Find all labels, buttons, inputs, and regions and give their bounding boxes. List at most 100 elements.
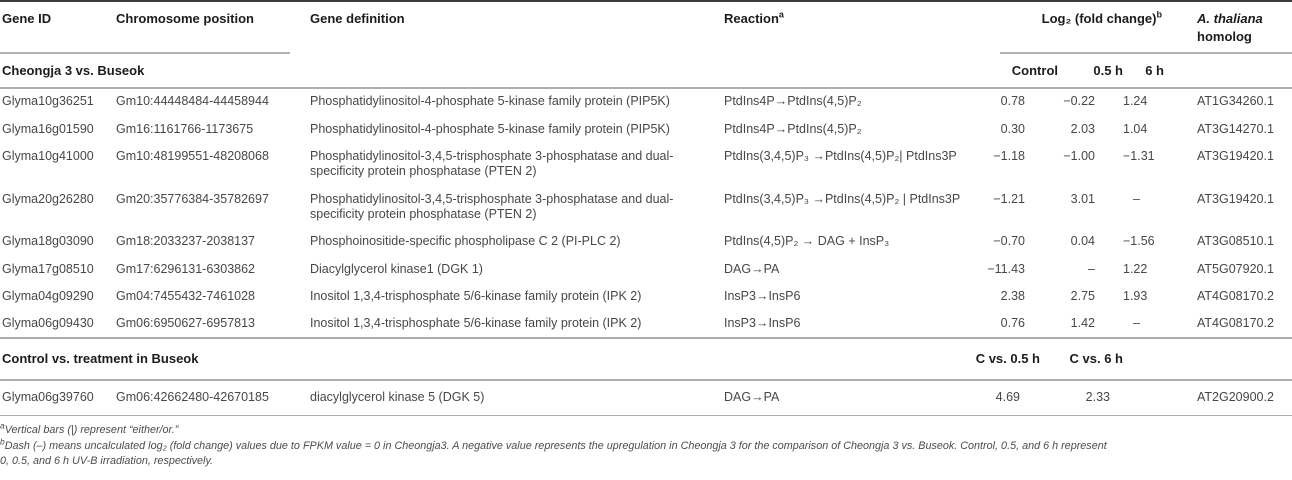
subcol-05h: 0.5 h [1093,62,1123,78]
cell-05h: – [1088,261,1095,276]
cell-definition: Inositol 1,3,4-trisphosphate 5/6-kinase … [310,315,642,330]
cell-chromosome: Gm16:1161766-1173675 [116,121,254,136]
cell-control: −11.43 [987,261,1025,276]
section2-title: Control vs. treatment in Buseok [2,351,199,367]
subcol-c-vs-05h: C vs. 0.5 h [975,351,1040,367]
cell-chromosome: Gm17:6296131-6303862 [116,261,256,276]
footnote-b-marker: b [0,435,5,446]
cell-chromosome: Gm10:48199551-48208068 [116,148,269,163]
cell-homolog: AT3G19420.1 [1197,191,1274,206]
cell-6h: – [1133,315,1140,330]
cell-chromosome: Gm04:7455432-7461028 [116,288,256,303]
col-header-reaction: Reactiona [724,9,784,26]
cell-reaction: DAG→PA [724,389,780,404]
cell-05h: −1.00 [1063,148,1095,163]
table-row: Glyma10g41000 Gm10:48199551-48208068 Pho… [0,143,1292,186]
cell-definition: Inositol 1,3,4-trisphosphate 5/6-kinase … [310,288,642,303]
footnote-a-marker: a [0,420,5,431]
cell-gene-id: Glyma17g08510 [2,261,94,276]
cell-homolog: AT2G20900.2 [1197,389,1274,404]
section1-header-row: Cheongja 3 vs. Buseok Control 0.5 h 6 h [0,54,1292,88]
cell-control: 2.38 [1000,288,1025,303]
footnotes: aVertical bars (|) represent “either/or.… [0,420,1292,469]
homolog-word: homolog [1197,29,1252,44]
reaction-footnote-marker: a [778,9,784,20]
cell-chromosome: Gm18:2033237-2038137 [116,234,256,249]
cell-gene-id: Glyma20g26280 [2,191,94,206]
cell-control: 0.78 [1000,94,1025,109]
table-header-row: Gene ID Chromosome position Gene definit… [0,2,1292,52]
cell-chromosome: Gm06:6950627-6957813 [116,315,256,330]
table-row: Glyma06g39760 Gm06:42662480-42670185 dia… [0,381,1292,415]
cell-control: 0.30 [1000,121,1025,136]
cell-gene-id: Glyma06g09430 [2,315,94,330]
cell-reaction: PtdIns(4,5)P₂ → DAG + InsP₃ [724,234,890,249]
cell-05h: 1.42 [1070,315,1095,330]
cell-homolog: AT3G14270.1 [1197,121,1274,136]
header-partial-rules [0,52,1292,54]
cell-control: −0.70 [993,234,1025,249]
header-partial-rule-right [1000,52,1292,54]
cell-6h: −1.56 [1123,234,1155,249]
cell-gene-id: Glyma10g41000 [2,148,94,163]
cell-definition: Diacylglycerol kinase1 (DGK 1) [310,261,483,276]
table-row: Glyma10g36251 Gm10:44448484-44458944 Pho… [0,89,1292,116]
cell-definition: diacylglycerol kinase 5 (DGK 5) [310,389,485,404]
cell-6h: 1.22 [1123,261,1148,276]
section2-header-rule [0,378,1292,381]
cell-05h: 2.75 [1070,288,1095,303]
footnote-a: aVertical bars (|) represent “either/or.… [0,420,179,437]
section-divider-rule [0,337,1292,339]
cell-homolog: AT5G07920.1 [1197,261,1274,276]
col-header-homolog: A. thaliana homolog [1166,10,1292,46]
section1-title: Cheongja 3 vs. Buseok [2,62,145,78]
cell-reaction: PtdIns(3,4,5)P₃ →PtdIns(4,5)P₂| PtdIns3P [724,148,957,163]
header-partial-rule-left [0,52,290,54]
cell-reaction: PtdIns4P→PtdIns(4,5)P₂ [724,94,862,109]
subcol-c-vs-6h: C vs. 6 h [1069,351,1123,367]
homolog-species: A. thaliana [1197,11,1263,26]
table-top-rule [0,0,1292,2]
cell-reaction: InsP3→InsP6 [724,288,801,303]
cell-homolog: AT3G19420.1 [1197,148,1274,163]
log2-footnote-marker: b [1156,9,1163,20]
cell-control: −1.21 [993,191,1025,206]
cell-6h: – [1133,191,1140,206]
cell-definition: Phosphatidylinositol-3,4,5-trisphosphate… [310,191,674,222]
cell-homolog: AT3G08510.1 [1197,234,1274,249]
col-header-gene-definition: Gene definition [310,11,405,26]
cell-gene-id: Glyma06g39760 [2,389,94,404]
section2-header-row: Control vs. treatment in Buseok C vs. 0.… [0,339,1292,379]
table-row: Glyma16g01590 Gm16:1161766-1173675 Phosp… [0,116,1292,143]
col-header-gene-id: Gene ID [2,11,52,26]
table-row: Glyma18g03090 Gm18:2033237-2038137 Phosp… [0,229,1292,256]
cell-6h: 1.93 [1123,288,1148,303]
cell-c-vs-05h: 4.69 [995,389,1020,404]
cell-homolog: AT4G08170.2 [1197,288,1274,303]
cell-05h: −0.22 [1063,94,1095,109]
table-row: Glyma17g08510 Gm17:6296131-6303862 Diacy… [0,256,1292,283]
cell-homolog: AT1G34260.1 [1197,94,1274,109]
subcol-control: Control [1011,62,1058,78]
col-header-chromosome-position: Chromosome position [116,11,254,26]
cell-6h: −1.31 [1123,148,1155,163]
cell-definition: Phosphatidylinositol-4-phosphate 5-kinas… [310,94,670,109]
cell-6h: 1.24 [1123,94,1148,109]
cell-05h: 3.01 [1070,191,1095,206]
cell-chromosome: Gm20:35776384-35782697 [116,191,269,206]
table-row: Glyma20g26280 Gm20:35776384-35782697 Pho… [0,186,1292,229]
cell-definition: Phosphatidylinositol-4-phosphate 5-kinas… [310,121,670,136]
cell-reaction: InsP3→InsP6 [724,315,801,330]
cell-control: 0.76 [1000,315,1025,330]
cell-gene-id: Glyma16g01590 [2,121,94,136]
cell-reaction: PtdIns4P→PtdIns(4,5)P₂ [724,121,862,136]
cell-gene-id: Glyma18g03090 [2,234,94,249]
cell-chromosome: Gm10:44448484-44458944 [116,94,269,109]
subcol-6h: 6 h [1145,62,1164,78]
cell-control: −1.18 [993,148,1025,163]
gene-table: Gene ID Chromosome position Gene definit… [0,0,1292,469]
cell-homolog: AT4G08170.2 [1197,315,1274,330]
cell-chromosome: Gm06:42662480-42670185 [116,389,269,404]
cell-gene-id: Glyma04g09290 [2,288,94,303]
cell-05h: 2.03 [1070,121,1095,136]
